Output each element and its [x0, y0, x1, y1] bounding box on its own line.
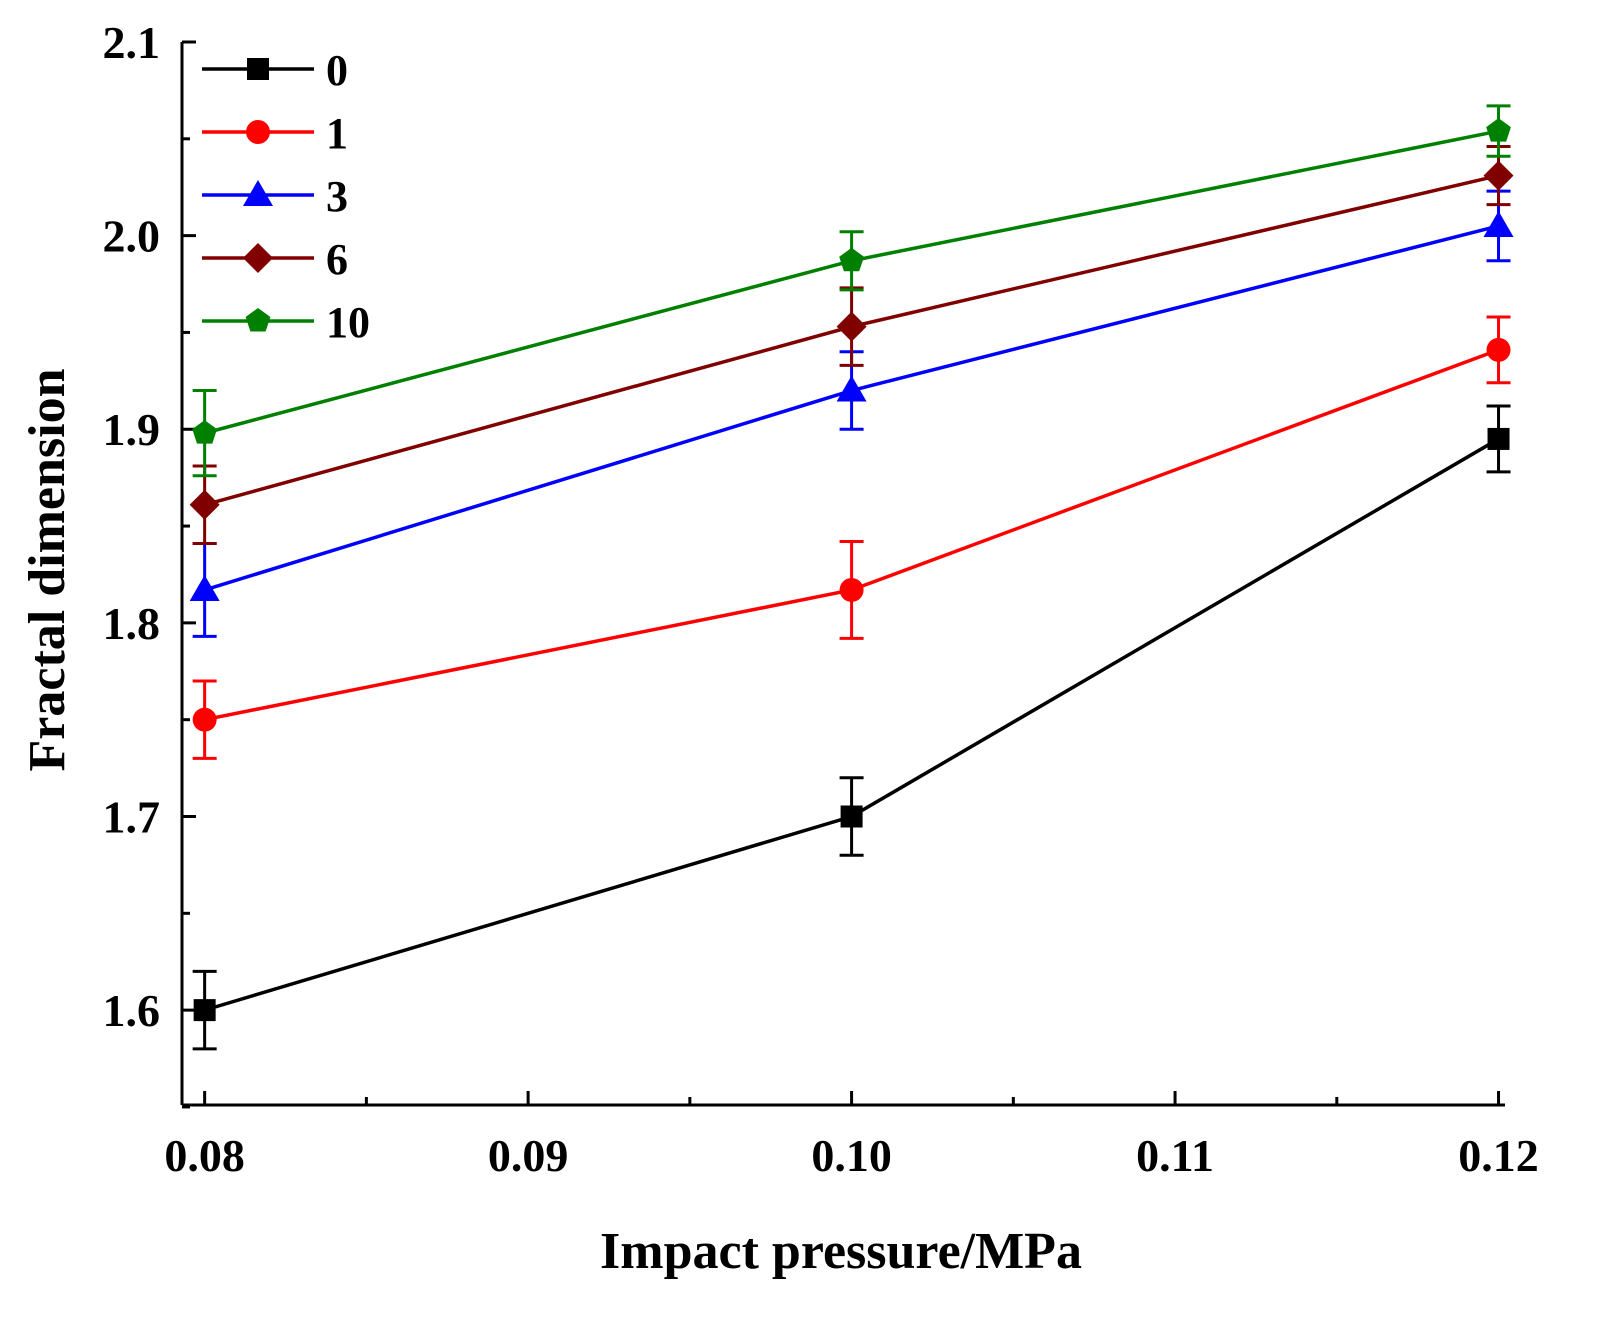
series-10 — [192, 104, 1511, 478]
diamond-marker — [189, 489, 220, 520]
series-0 — [192, 404, 1511, 1051]
x-tick-label: 0.09 — [488, 1130, 569, 1181]
x-tick-label: 0.11 — [1136, 1130, 1214, 1181]
pentagon-marker — [192, 420, 217, 444]
diamond-marker — [836, 311, 867, 342]
series-6 — [189, 145, 1514, 545]
series-1 — [192, 315, 1511, 760]
legend-label: 3 — [326, 172, 348, 221]
y-tick-label: 1.7 — [103, 791, 161, 842]
diamond-marker — [243, 243, 273, 273]
triangle-marker — [243, 180, 273, 206]
legend-label: 10 — [326, 298, 370, 347]
pentagon-marker — [1486, 118, 1511, 142]
square-marker — [840, 805, 863, 828]
legend: 0 1 3 6 10 — [202, 46, 370, 347]
legend-item-3: 3 — [202, 172, 348, 221]
triangle-marker — [1483, 210, 1514, 237]
legend-item-0: 0 — [202, 46, 348, 95]
legend-item-10: 10 — [202, 298, 370, 347]
square-marker — [1487, 427, 1510, 450]
x-tick-label: 0.08 — [164, 1130, 245, 1181]
y-tick-label: 1.6 — [103, 985, 161, 1036]
triangle-marker — [836, 375, 867, 402]
diamond-marker — [1483, 160, 1514, 191]
x-axis-label: Impact pressure/MPa — [600, 1223, 1082, 1280]
pentagon-marker — [839, 247, 864, 272]
circle-marker — [246, 120, 270, 144]
pentagon-marker — [245, 308, 271, 332]
y-axis-label: Fractal dimension — [19, 368, 76, 771]
series-layer — [189, 104, 1514, 1051]
triangle-marker — [189, 574, 220, 601]
y-tick-label: 1.8 — [103, 598, 161, 649]
square-marker — [193, 999, 216, 1022]
legend-label: 0 — [326, 46, 348, 95]
circle-marker — [1486, 337, 1511, 362]
y-tick-label: 1.9 — [103, 404, 161, 455]
x-tick-label: 0.10 — [811, 1130, 892, 1181]
series-line — [204, 437, 1500, 1012]
square-marker — [247, 58, 269, 80]
circle-marker — [839, 577, 864, 602]
legend-label: 1 — [326, 109, 348, 158]
legend-item-1: 1 — [202, 109, 348, 158]
x-tick-label: 0.12 — [1458, 1130, 1539, 1181]
legend-label: 6 — [326, 235, 348, 284]
axes: 0.08 0.09 0.10 0.11 0.12 1.6 1.7 1.8 1.9 2.0 2.1 — [103, 17, 1539, 1181]
circle-marker — [192, 707, 217, 732]
legend-item-6: 6 — [202, 235, 348, 284]
y-tick-label: 2.0 — [103, 211, 161, 262]
y-tick-label: 2.1 — [103, 17, 161, 68]
